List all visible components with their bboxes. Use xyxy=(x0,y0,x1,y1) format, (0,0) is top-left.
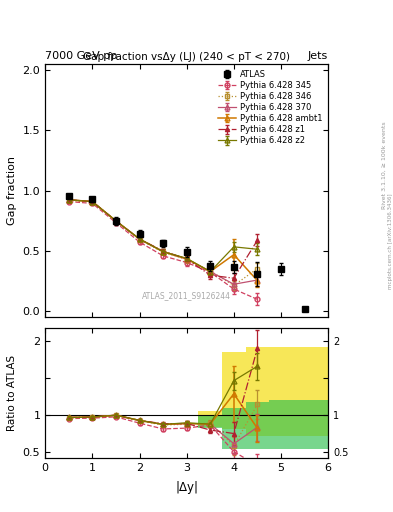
Bar xyxy=(293,400,328,450)
Bar xyxy=(246,347,269,436)
Text: Jets: Jets xyxy=(308,51,328,61)
Y-axis label: Gap fraction: Gap fraction xyxy=(7,156,17,225)
Bar xyxy=(293,347,328,436)
Text: ATLAS_2011_S9126244: ATLAS_2011_S9126244 xyxy=(142,291,231,300)
Bar xyxy=(198,411,222,427)
Text: 7000 GeV pp: 7000 GeV pp xyxy=(45,51,118,61)
X-axis label: |$\Delta$y|: |$\Delta$y| xyxy=(175,479,198,496)
Bar xyxy=(222,352,246,429)
Text: mcplots.cern.ch [arXiv:1306.3436]: mcplots.cern.ch [arXiv:1306.3436] xyxy=(387,194,393,289)
Bar xyxy=(269,347,293,436)
Y-axis label: Ratio to ATLAS: Ratio to ATLAS xyxy=(7,355,17,431)
Bar xyxy=(246,402,269,450)
Title: Gap fraction vsΔy (LJ) (240 < pT < 270): Gap fraction vsΔy (LJ) (240 < pT < 270) xyxy=(83,52,290,62)
Text: Rivet 3.1.10, ≥ 100k events: Rivet 3.1.10, ≥ 100k events xyxy=(382,121,387,209)
Bar xyxy=(269,400,293,450)
Legend: ATLAS, Pythia 6.428 345, Pythia 6.428 346, Pythia 6.428 370, Pythia 6.428 ambt1,: ATLAS, Pythia 6.428 345, Pythia 6.428 34… xyxy=(217,68,324,147)
Bar xyxy=(222,408,246,449)
Bar xyxy=(198,416,222,428)
